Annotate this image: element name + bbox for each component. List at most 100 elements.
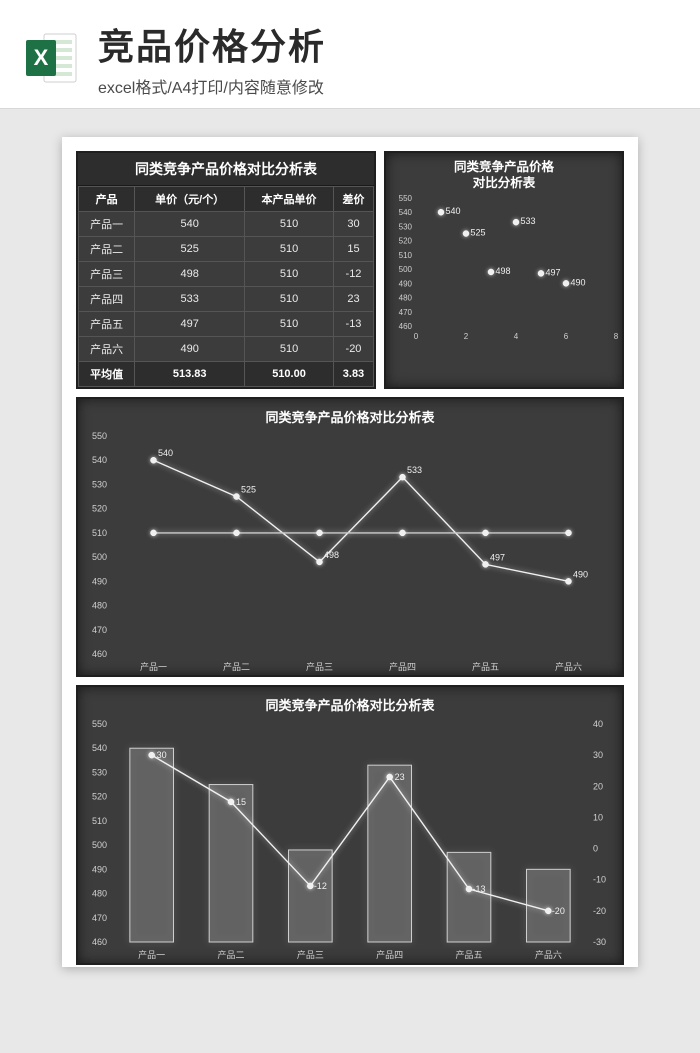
table-cell: 533 xyxy=(135,287,245,312)
table-cell: 525 xyxy=(135,237,245,262)
svg-text:产品二: 产品二 xyxy=(217,949,244,960)
price-table: 产品单价（元/个）本产品单价差价 产品一54051030产品二52551015产… xyxy=(78,186,374,387)
table-row: 产品六490510-20 xyxy=(79,337,374,362)
svg-text:0: 0 xyxy=(414,332,419,341)
svg-text:30: 30 xyxy=(593,750,603,760)
table-title: 同类竞争产品价格对比分析表 xyxy=(78,153,374,186)
table-cell: 产品一 xyxy=(79,212,135,237)
combo-chart-title: 同类竞争产品价格对比分析表 xyxy=(78,687,622,718)
svg-text:520: 520 xyxy=(92,504,107,514)
svg-text:X: X xyxy=(34,45,49,70)
scatter-chart: 4604704804905005105205305405500246854052… xyxy=(386,194,622,344)
svg-text:产品五: 产品五 xyxy=(455,949,482,960)
table-cell: 510 xyxy=(245,287,334,312)
svg-text:产品五: 产品五 xyxy=(472,661,499,672)
svg-text:470: 470 xyxy=(92,913,107,923)
svg-text:2: 2 xyxy=(464,332,469,341)
svg-text:540: 540 xyxy=(92,455,107,465)
table-cell: 产品四 xyxy=(79,287,135,312)
svg-text:500: 500 xyxy=(92,552,107,562)
svg-text:490: 490 xyxy=(92,576,107,586)
svg-text:510: 510 xyxy=(399,250,413,259)
table-row: 产品五497510-13 xyxy=(79,312,374,337)
svg-text:4: 4 xyxy=(514,332,519,341)
svg-text:产品四: 产品四 xyxy=(389,661,416,672)
svg-text:490: 490 xyxy=(399,279,413,288)
svg-text:产品二: 产品二 xyxy=(223,661,250,672)
table-header-cell: 差价 xyxy=(333,187,373,212)
svg-text:533: 533 xyxy=(520,216,535,226)
svg-text:480: 480 xyxy=(92,601,107,611)
table-cell: -20 xyxy=(333,337,373,362)
svg-text:10: 10 xyxy=(593,812,603,822)
svg-text:产品三: 产品三 xyxy=(297,949,324,960)
scatter-title-line1: 同类竞争产品价格 xyxy=(454,160,554,174)
svg-text:-30: -30 xyxy=(593,937,606,947)
svg-text:6: 6 xyxy=(564,332,569,341)
table-cell: 510 xyxy=(245,237,334,262)
svg-text:530: 530 xyxy=(92,767,107,777)
svg-text:470: 470 xyxy=(399,307,413,316)
svg-text:产品六: 产品六 xyxy=(535,949,562,960)
svg-text:530: 530 xyxy=(92,479,107,489)
svg-text:23: 23 xyxy=(395,772,405,782)
scatter-chart-panel: 同类竞争产品价格 对比分析表 4604704804905005105205305… xyxy=(384,151,624,389)
svg-text:540: 540 xyxy=(158,448,173,458)
svg-text:540: 540 xyxy=(92,743,107,753)
scatter-title: 同类竞争产品价格 对比分析表 xyxy=(386,153,622,194)
svg-text:550: 550 xyxy=(92,431,107,441)
svg-text:20: 20 xyxy=(593,781,603,791)
svg-text:500: 500 xyxy=(92,840,107,850)
excel-icon: X xyxy=(24,30,80,86)
svg-text:510: 510 xyxy=(92,528,107,538)
a4-page: 同类竞争产品价格对比分析表 产品单价（元/个）本产品单价差价 产品一540510… xyxy=(62,137,638,967)
table-row: 产品一54051030 xyxy=(79,212,374,237)
svg-text:497: 497 xyxy=(490,552,505,562)
svg-text:490: 490 xyxy=(570,277,585,287)
svg-text:520: 520 xyxy=(92,792,107,802)
svg-text:-20: -20 xyxy=(552,906,565,916)
svg-text:15: 15 xyxy=(236,797,246,807)
table-row: 产品三498510-12 xyxy=(79,262,374,287)
svg-text:产品三: 产品三 xyxy=(306,661,333,672)
page-subtitle: excel格式/A4打印/内容随意修改 xyxy=(98,74,676,98)
page-header: X 竞品价格分析 excel格式/A4打印/内容随意修改 xyxy=(0,0,700,109)
svg-text:产品六: 产品六 xyxy=(555,661,582,672)
scatter-title-line2: 对比分析表 xyxy=(473,176,536,190)
svg-text:产品一: 产品一 xyxy=(140,661,167,672)
svg-text:0: 0 xyxy=(593,844,598,854)
svg-text:490: 490 xyxy=(573,569,588,579)
svg-text:40: 40 xyxy=(593,719,603,729)
svg-text:530: 530 xyxy=(399,222,413,231)
svg-text:550: 550 xyxy=(92,719,107,729)
line-chart-panel: 同类竞争产品价格对比分析表 46047048049050051052053054… xyxy=(76,397,624,677)
table-cell: 510 xyxy=(245,262,334,287)
svg-text:497: 497 xyxy=(545,267,560,277)
table-cell: 498 xyxy=(135,262,245,287)
table-header-cell: 单价（元/个） xyxy=(135,187,245,212)
svg-text:产品四: 产品四 xyxy=(376,949,403,960)
svg-text:510: 510 xyxy=(92,816,107,826)
table-cell: 产品六 xyxy=(79,337,135,362)
svg-text:498: 498 xyxy=(324,550,339,560)
svg-text:520: 520 xyxy=(399,236,413,245)
svg-text:498: 498 xyxy=(495,265,510,275)
table-cell: -12 xyxy=(333,262,373,287)
line-chart: 460470480490500510520530540550产品一产品二产品三产… xyxy=(78,430,622,678)
svg-text:-12: -12 xyxy=(314,881,327,891)
table-cell: 30 xyxy=(333,212,373,237)
svg-text:550: 550 xyxy=(399,194,413,203)
svg-text:490: 490 xyxy=(92,864,107,874)
table-row: 产品四53351023 xyxy=(79,287,374,312)
svg-text:-13: -13 xyxy=(472,884,485,894)
svg-text:500: 500 xyxy=(399,265,413,274)
svg-text:540: 540 xyxy=(445,206,460,216)
svg-text:525: 525 xyxy=(470,227,485,237)
page-title: 竞品价格分析 xyxy=(98,18,676,70)
svg-text:460: 460 xyxy=(92,937,107,947)
table-cell: 产品三 xyxy=(79,262,135,287)
svg-text:产品一: 产品一 xyxy=(138,949,165,960)
svg-text:30: 30 xyxy=(157,750,167,760)
table-cell: 23 xyxy=(333,287,373,312)
table-header-cell: 产品 xyxy=(79,187,135,212)
